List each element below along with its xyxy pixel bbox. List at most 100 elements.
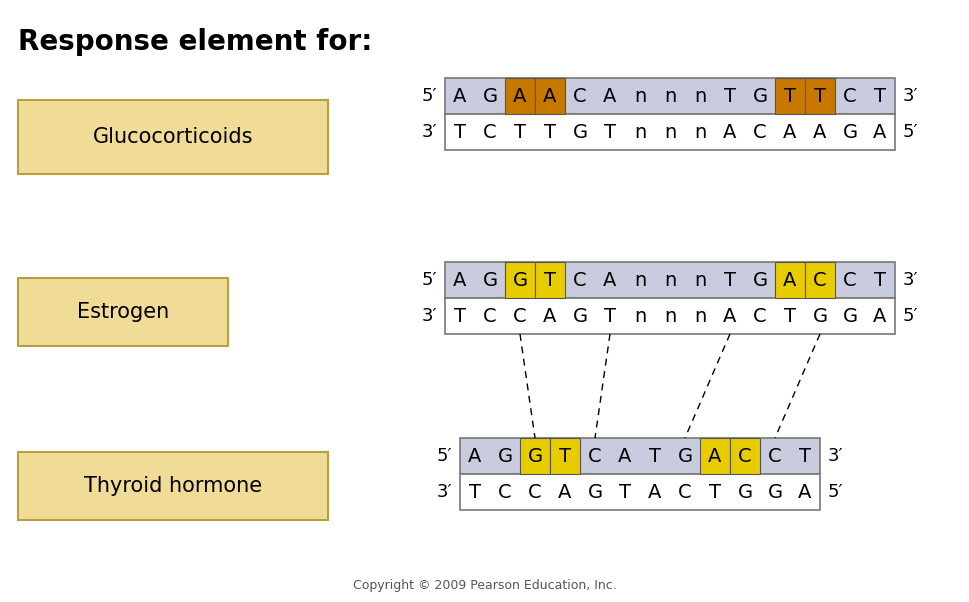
Text: C: C	[767, 447, 781, 465]
Text: n: n	[693, 122, 705, 141]
Text: C: C	[752, 122, 766, 141]
Text: G: G	[527, 447, 542, 465]
Text: G: G	[736, 482, 752, 501]
Text: 5′: 5′	[902, 307, 918, 325]
Text: T: T	[783, 306, 796, 326]
Text: A: A	[783, 270, 796, 290]
Text: T: T	[469, 482, 481, 501]
Bar	[774, 262, 804, 298]
Text: n: n	[663, 306, 675, 326]
Bar	[804, 78, 834, 114]
Text: Response element for:: Response element for:	[18, 28, 372, 56]
Text: n: n	[633, 306, 645, 326]
Text: C: C	[587, 447, 601, 465]
Text: Thyroid hormone: Thyroid hormone	[84, 476, 262, 496]
Text: n: n	[633, 87, 645, 105]
Text: C: C	[752, 306, 766, 326]
Text: n: n	[663, 122, 675, 141]
Text: G: G	[812, 306, 827, 326]
Text: A: A	[617, 447, 631, 465]
Text: C: C	[677, 482, 691, 501]
Text: G: G	[587, 482, 602, 501]
Text: A: A	[812, 122, 826, 141]
Text: T: T	[813, 87, 826, 105]
Text: C: C	[842, 270, 856, 290]
Text: T: T	[453, 122, 465, 141]
Bar	[804, 262, 834, 298]
Text: G: G	[752, 87, 766, 105]
Text: 3′: 3′	[902, 271, 918, 289]
Text: G: G	[572, 306, 587, 326]
Text: A: A	[603, 270, 616, 290]
Text: Copyright © 2009 Pearson Education, Inc.: Copyright © 2009 Pearson Education, Inc.	[353, 579, 616, 592]
Text: T: T	[873, 87, 885, 105]
Text: G: G	[482, 270, 497, 290]
Bar	[700, 438, 730, 474]
Text: A: A	[453, 270, 466, 290]
Text: G: G	[676, 447, 692, 465]
Text: G: G	[766, 482, 782, 501]
Text: A: A	[797, 482, 811, 501]
Text: 5′: 5′	[436, 447, 452, 465]
Text: C: C	[812, 270, 826, 290]
Text: n: n	[693, 306, 705, 326]
Text: T: T	[514, 122, 525, 141]
Bar	[535, 262, 564, 298]
Text: Glucocorticoids: Glucocorticoids	[93, 127, 253, 147]
Text: A: A	[558, 482, 571, 501]
Text: 5′: 5′	[421, 271, 437, 289]
Bar	[505, 262, 535, 298]
Text: G: G	[752, 270, 766, 290]
Text: G: G	[572, 122, 587, 141]
Text: G: G	[497, 447, 512, 465]
Text: C: C	[737, 447, 751, 465]
Text: 5′: 5′	[902, 123, 918, 141]
Text: Estrogen: Estrogen	[77, 302, 169, 322]
Text: A: A	[513, 87, 526, 105]
Text: A: A	[453, 87, 466, 105]
Bar	[459, 474, 819, 510]
Text: A: A	[783, 122, 796, 141]
Text: 5′: 5′	[421, 87, 437, 105]
Text: T: T	[544, 122, 555, 141]
Text: T: T	[798, 447, 810, 465]
Text: T: T	[558, 447, 571, 465]
Text: A: A	[543, 306, 556, 326]
Bar	[445, 262, 894, 298]
Text: A: A	[872, 122, 886, 141]
Bar	[774, 78, 804, 114]
Text: A: A	[723, 122, 735, 141]
Text: n: n	[663, 87, 675, 105]
Bar	[730, 438, 760, 474]
Text: C: C	[498, 482, 512, 501]
Bar	[459, 438, 819, 474]
Text: T: T	[604, 306, 615, 326]
Text: 3′: 3′	[902, 87, 918, 105]
Text: G: G	[841, 122, 857, 141]
Text: T: T	[453, 306, 465, 326]
Bar	[18, 100, 328, 174]
Text: n: n	[693, 270, 705, 290]
Bar	[549, 438, 579, 474]
Text: T: T	[783, 87, 796, 105]
Text: n: n	[633, 122, 645, 141]
Text: A: A	[468, 447, 482, 465]
Text: 3′: 3′	[421, 307, 437, 325]
Bar	[18, 452, 328, 520]
Text: G: G	[512, 270, 527, 290]
Text: C: C	[528, 482, 542, 501]
Bar	[445, 114, 894, 150]
Text: C: C	[573, 87, 586, 105]
Text: C: C	[842, 87, 856, 105]
Text: T: T	[723, 87, 735, 105]
Text: A: A	[543, 87, 556, 105]
Bar	[505, 78, 535, 114]
Bar	[445, 298, 894, 334]
Text: A: A	[647, 482, 661, 501]
Text: 3′: 3′	[828, 447, 843, 465]
Text: C: C	[513, 306, 526, 326]
Text: 5′: 5′	[828, 483, 843, 501]
Text: A: A	[872, 306, 886, 326]
Text: n: n	[663, 270, 675, 290]
Text: T: T	[618, 482, 631, 501]
